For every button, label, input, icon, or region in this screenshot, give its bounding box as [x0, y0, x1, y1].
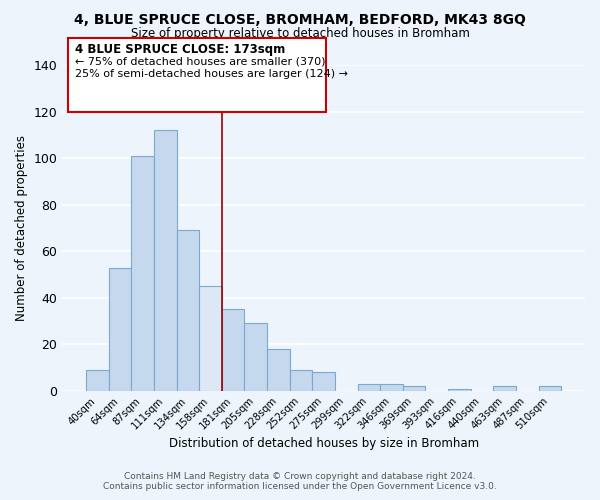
- Bar: [199, 286, 222, 391]
- Bar: [109, 268, 131, 391]
- Bar: [176, 230, 199, 391]
- Bar: [539, 386, 561, 391]
- Bar: [154, 130, 176, 391]
- Bar: [448, 388, 471, 391]
- Bar: [86, 370, 109, 391]
- Bar: [222, 310, 244, 391]
- Bar: [380, 384, 403, 391]
- Text: 25% of semi-detached houses are larger (124) →: 25% of semi-detached houses are larger (…: [76, 69, 349, 79]
- Text: Contains public sector information licensed under the Open Government Licence v3: Contains public sector information licen…: [103, 482, 497, 491]
- Bar: [403, 386, 425, 391]
- Bar: [493, 386, 516, 391]
- Bar: [358, 384, 380, 391]
- Text: Contains HM Land Registry data © Crown copyright and database right 2024.: Contains HM Land Registry data © Crown c…: [124, 472, 476, 481]
- Bar: [131, 156, 154, 391]
- Text: 4, BLUE SPRUCE CLOSE, BROMHAM, BEDFORD, MK43 8GQ: 4, BLUE SPRUCE CLOSE, BROMHAM, BEDFORD, …: [74, 12, 526, 26]
- Bar: [244, 324, 267, 391]
- Bar: [290, 370, 313, 391]
- Text: Size of property relative to detached houses in Bromham: Size of property relative to detached ho…: [131, 28, 469, 40]
- Bar: [313, 372, 335, 391]
- Text: ← 75% of detached houses are smaller (370): ← 75% of detached houses are smaller (37…: [76, 56, 326, 66]
- Bar: [267, 349, 290, 391]
- Y-axis label: Number of detached properties: Number of detached properties: [15, 135, 28, 321]
- X-axis label: Distribution of detached houses by size in Bromham: Distribution of detached houses by size …: [169, 437, 479, 450]
- Text: 4 BLUE SPRUCE CLOSE: 173sqm: 4 BLUE SPRUCE CLOSE: 173sqm: [76, 42, 286, 56]
